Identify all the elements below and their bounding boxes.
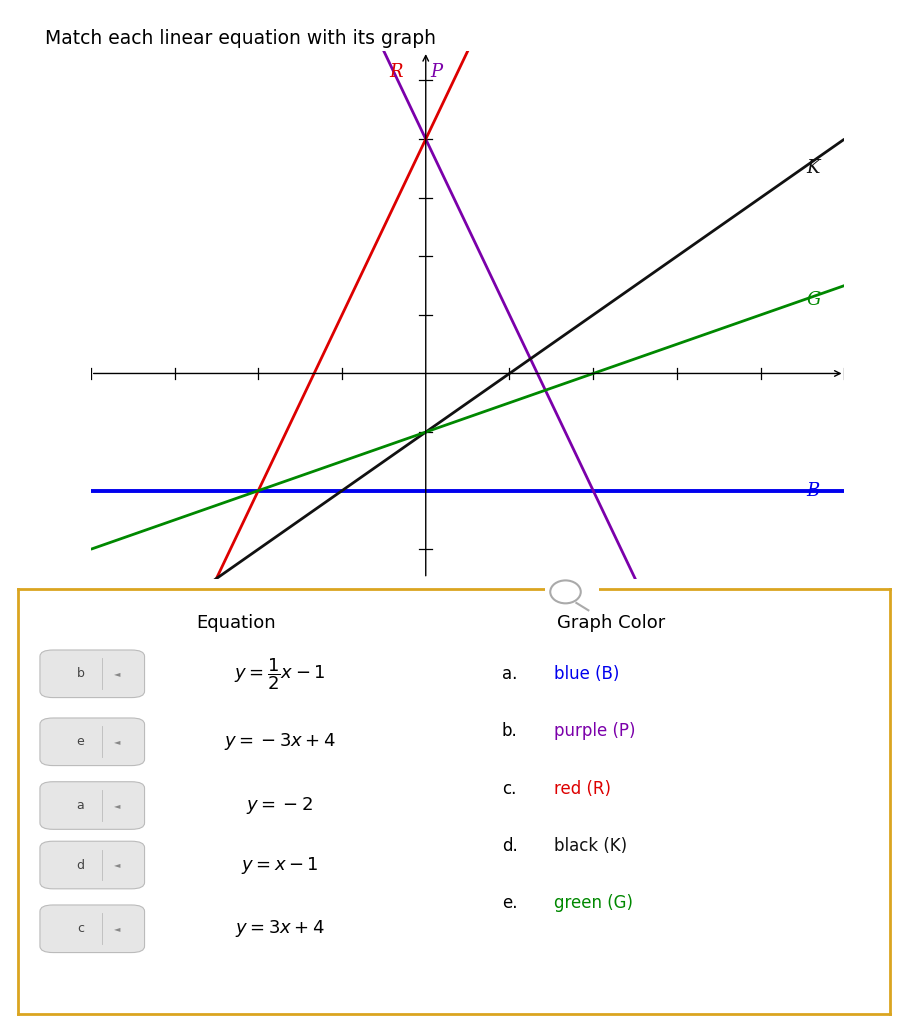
Text: G: G — [806, 291, 821, 309]
Text: red (R): red (R) — [554, 779, 611, 798]
Text: $y = -3x + 4$: $y = -3x + 4$ — [223, 731, 336, 753]
FancyBboxPatch shape — [40, 905, 144, 952]
FancyBboxPatch shape — [40, 650, 144, 697]
Text: purple (P): purple (P) — [554, 722, 636, 740]
Text: e.: e. — [502, 894, 518, 912]
Text: c.: c. — [502, 779, 517, 798]
Text: ◄: ◄ — [114, 860, 121, 869]
FancyBboxPatch shape — [40, 842, 144, 889]
Text: a: a — [76, 799, 84, 812]
Text: ◄: ◄ — [114, 925, 121, 933]
Text: $y = \dfrac{1}{2}x - 1$: $y = \dfrac{1}{2}x - 1$ — [234, 656, 325, 691]
Text: Graph Color: Graph Color — [557, 614, 665, 632]
Text: ◄: ◄ — [114, 737, 121, 746]
Text: ◄: ◄ — [114, 670, 121, 678]
Text: d: d — [76, 858, 84, 871]
FancyBboxPatch shape — [40, 718, 144, 766]
FancyBboxPatch shape — [40, 781, 144, 829]
Text: d.: d. — [502, 837, 518, 855]
Text: e: e — [76, 735, 84, 749]
Text: P: P — [430, 62, 442, 81]
Text: a.: a. — [502, 665, 518, 683]
Text: $y = -2$: $y = -2$ — [246, 795, 313, 816]
Text: Equation: Equation — [196, 614, 276, 632]
Text: ◄: ◄ — [114, 801, 121, 810]
Text: blue (B): blue (B) — [554, 665, 619, 683]
Text: K: K — [806, 160, 820, 177]
Text: green (G): green (G) — [554, 894, 633, 912]
Text: R: R — [389, 62, 402, 81]
Text: B: B — [806, 481, 820, 500]
Text: $y = 3x + 4$: $y = 3x + 4$ — [235, 919, 324, 939]
Text: b.: b. — [502, 722, 518, 740]
Text: $y = x - 1$: $y = x - 1$ — [241, 854, 319, 876]
Text: black (K): black (K) — [554, 837, 627, 855]
Text: Match each linear equation with its graph: Match each linear equation with its grap… — [45, 29, 437, 48]
Text: c: c — [77, 923, 84, 935]
Text: b: b — [76, 668, 84, 680]
